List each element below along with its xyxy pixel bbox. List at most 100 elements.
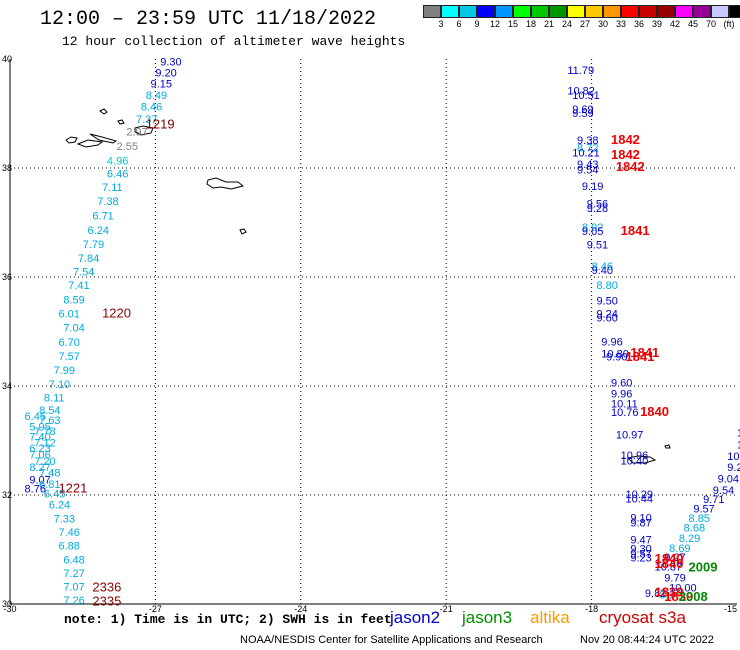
wave-height-label: 6.46 [107, 168, 128, 180]
pass-time-label: 1841 [630, 345, 659, 360]
wave-labels: 9.309.209.158.498.467.372.972.554.966.46… [25, 57, 740, 609]
wave-height-label: 9.30 [160, 57, 181, 69]
wave-height-label: 7.79 [83, 239, 104, 251]
sat-label-jason2: jason2 [390, 608, 441, 627]
wave-height-label: 9.27 [664, 552, 685, 564]
wave-height-label: 10.76 [611, 407, 639, 419]
pass-time-label: 1842 [611, 132, 640, 147]
wave-height-label: 9.50 [596, 295, 617, 307]
lat-label: 38 [2, 163, 12, 173]
lat-label: 30 [2, 599, 12, 609]
pass-time-label: 1841 [626, 349, 655, 364]
wave-height-label: 6.88 [58, 541, 79, 553]
sat-label-cryosat: cryosat s3a [599, 608, 686, 627]
wave-height-label: 8.76 [25, 483, 46, 495]
legend-swatch [675, 5, 693, 18]
island-faial [65, 136, 78, 144]
island-flores [99, 108, 108, 115]
wave-height-label: 7.57 [58, 351, 79, 363]
wave-height-label: 10.97 [616, 430, 644, 442]
wave-height-label: 6.23 [29, 443, 50, 455]
lat-label: 40 [2, 54, 12, 64]
wave-height-label: 7.37 [136, 114, 157, 126]
wave-height-label: 9.28 [587, 203, 608, 215]
wave-height-label: 8.54 [39, 405, 60, 417]
credit-text: NOAA/NESDIS Center for Satellite Applica… [240, 634, 543, 646]
sat-label-jason3: jason3 [462, 608, 513, 627]
legend-label: 42 [669, 19, 681, 29]
wave-height-label: 8.92 [582, 222, 603, 234]
pass-time-label: 1839 [664, 589, 693, 604]
wave-height-label: 7.12 [34, 438, 55, 450]
wave-height-label: 6.24 [88, 225, 109, 237]
legend-swatch [423, 5, 441, 18]
wave-height-label: 8.68 [684, 523, 705, 535]
wave-height-label: 9.71 [703, 494, 724, 506]
pass-time-label: 1839 [655, 585, 684, 600]
wave-height-label: 7.38 [97, 196, 118, 208]
island-terceira [134, 125, 154, 136]
lat-label: 34 [2, 381, 12, 391]
wave-height-label: 10.51 [572, 90, 600, 102]
legend-swatch [603, 5, 621, 18]
wave-height-label: 7.11 [102, 182, 123, 194]
legend-swatch [477, 5, 495, 18]
wave-height-label: 9.57 [630, 548, 651, 560]
island-madeira [626, 455, 657, 464]
legend-swatch [711, 5, 729, 18]
legend-swatch [495, 5, 513, 18]
map-frame [9, 59, 737, 605]
legend-label: 27 [579, 19, 591, 29]
wave-height-label: 11.79 [567, 65, 594, 77]
wave-height-label: 6.45 [25, 411, 46, 423]
wave-height-label: 9.04 [718, 474, 739, 486]
legend-swatch [693, 5, 711, 18]
wave-height-label: 6.81 [39, 479, 60, 491]
map-grid: 40 38 36 34 32 30-30 -27 -24 -21 -18 -15 [2, 54, 737, 614]
pass-time-label: 2336 [92, 580, 121, 595]
wave-height-label: 9.05 [582, 226, 603, 238]
wave-height-label: 8.11 [44, 392, 65, 404]
legend-labels: 3 6 9 12 15 18 21 24 27 30 33 36 39 42 45 70 (ft) [423, 18, 740, 30]
legend-swatch [513, 5, 531, 18]
legend-label: 70 [705, 19, 717, 29]
wave-height-label: 6.70 [58, 337, 79, 349]
wave-height-label: 7.54 [73, 267, 94, 279]
wave-height-label: 7.78 [34, 426, 55, 438]
legend-label: 9 [474, 19, 480, 29]
pass-time-label: 2009 [689, 559, 718, 574]
wave-height-label: 9.60 [611, 378, 632, 390]
pass-time-label: 1840 [655, 556, 684, 571]
wave-height-label: 7.26 [63, 595, 84, 607]
wave-height-label: 10.44 [626, 493, 654, 505]
lon-label: -18 [585, 604, 598, 614]
island-graciosa [117, 119, 125, 125]
legend-label: 15 [507, 19, 519, 29]
legend-swatch [459, 5, 477, 18]
wave-height-label: 9.54 [713, 485, 734, 497]
wave-height-label: 8.59 [63, 294, 84, 306]
legend-label: 36 [633, 19, 645, 29]
wave-height-label: 8.29 [679, 533, 700, 545]
wave-height-label: 9.19 [582, 181, 603, 193]
wave-height-label: 7.63 [39, 415, 60, 427]
wave-height-label: 8.46 [592, 261, 613, 273]
legend-label: 24 [561, 19, 573, 29]
generated-timestamp: Nov 20 08:44:24 UTC 2022 [580, 634, 714, 646]
island-sao-jorge [89, 133, 118, 144]
wave-height-label: 9.20 [155, 68, 176, 80]
legend-swatch [621, 5, 639, 18]
legend-label: 33 [615, 19, 627, 29]
page-title: 12:00 – 23:59 UTC 11/18/2022 [40, 8, 377, 31]
legend-swatches [423, 5, 740, 18]
legend-label: 18 [525, 19, 537, 29]
wave-height-label: 10.80 [601, 348, 629, 360]
wave-height-label: 8.69 [669, 543, 690, 555]
footer-note: note: 1) Time is in UTC; 2) SWH is in fe… [64, 612, 392, 627]
legend-swatch [585, 5, 603, 18]
pass-time-label: 1220 [102, 306, 131, 321]
legend-swatch [657, 5, 675, 18]
island-pico [76, 139, 104, 148]
wave-height-label: 9.59 [572, 108, 593, 120]
wave-height-label: 6.24 [49, 499, 70, 511]
